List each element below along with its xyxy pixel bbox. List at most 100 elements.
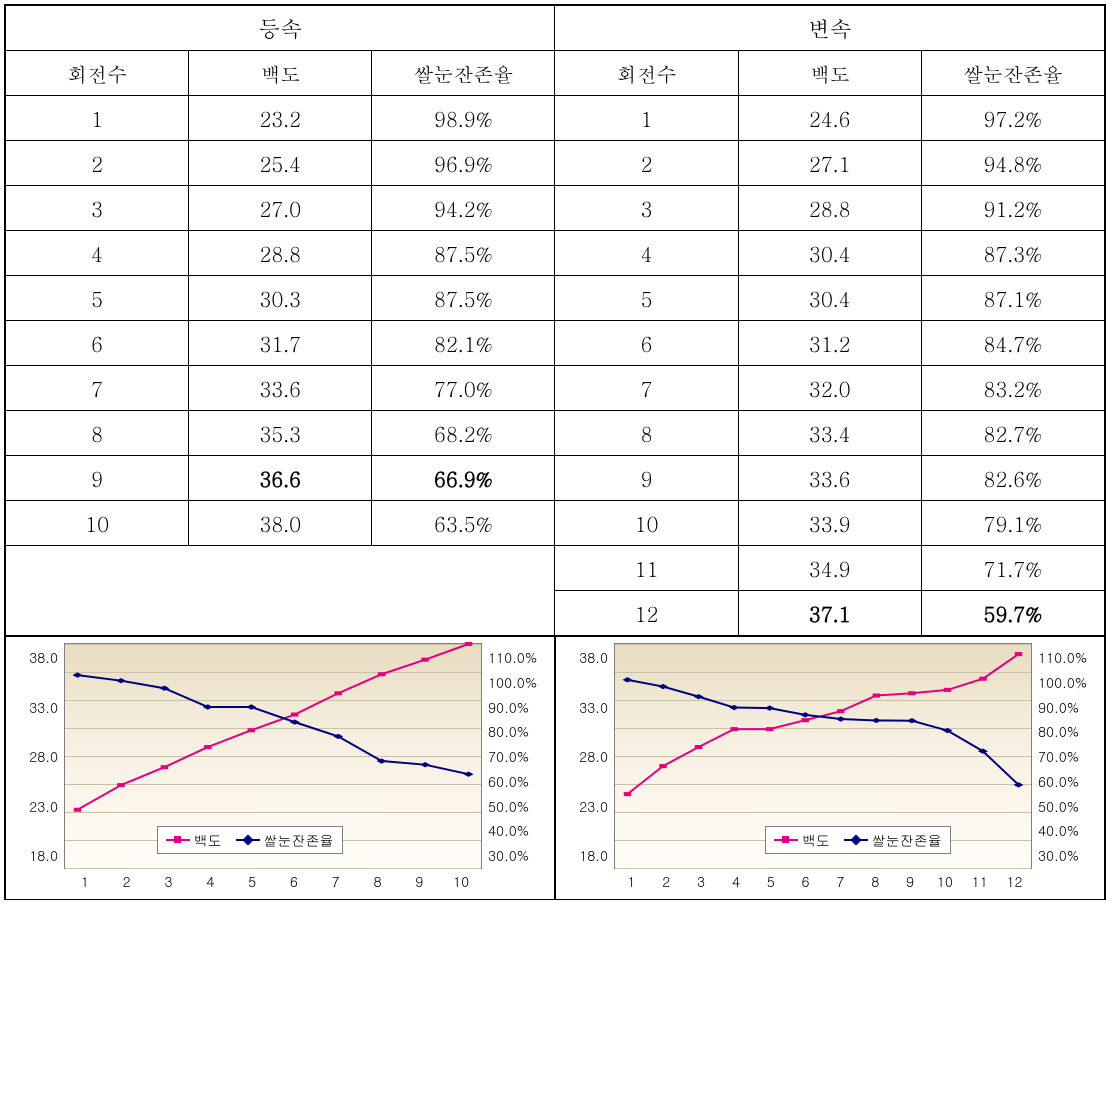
series-marker	[766, 727, 773, 731]
series-marker	[1015, 652, 1022, 656]
series-marker	[695, 745, 702, 749]
y-right-tick: 100.0%	[1038, 672, 1098, 692]
table-cell: 33.6	[738, 456, 921, 501]
series-marker	[204, 745, 211, 749]
x-tick: 1	[64, 871, 106, 891]
series-marker	[979, 677, 986, 681]
table-cell: 11	[555, 546, 738, 591]
table-cell: 8	[555, 411, 738, 456]
charts-row: 38.033.028.023.018.0백도쌀눈잔존율1234567891011…	[5, 636, 1105, 900]
table-cell: 4	[6, 231, 189, 276]
table-cell: 31.2	[738, 321, 921, 366]
table-cell: 87.1%	[921, 276, 1104, 321]
y-right-tick: 90.0%	[1038, 697, 1098, 717]
y-axis-left: 38.033.028.023.018.0	[12, 643, 64, 893]
col-retention-right: 쌀눈잔존율	[921, 51, 1104, 96]
y-left-tick: 33.0	[562, 697, 608, 717]
y-right-tick: 70.0%	[488, 746, 548, 766]
y-right-tick: 60.0%	[1038, 771, 1098, 791]
y-right-tick: 90.0%	[488, 697, 548, 717]
legend-label: 쌀눈잔존율	[872, 830, 942, 850]
series-marker	[464, 772, 474, 777]
table-cell: 5	[6, 276, 189, 321]
x-tick: 7	[315, 871, 357, 891]
col-whiteness-left: 백도	[189, 51, 372, 96]
table-cell: 34.9	[738, 546, 921, 591]
y-axis-right: 110.0%100.0%90.0%80.0%70.0%60.0%50.0%40.…	[1032, 643, 1098, 893]
empty-cell	[6, 546, 555, 636]
y-axis-right: 110.0%100.0%90.0%80.0%70.0%60.0%50.0%40.…	[482, 643, 548, 893]
table-cell: 63.5%	[372, 501, 555, 546]
table-cell: 66.9%	[372, 456, 555, 501]
chart-legend: 백도쌀눈잔존율	[765, 826, 951, 854]
table-cell: 3	[6, 186, 189, 231]
x-tick: 8	[357, 871, 399, 891]
series-marker	[421, 658, 428, 662]
x-tick: 3	[684, 871, 719, 891]
table-cell: 2	[555, 141, 738, 186]
series-marker	[465, 642, 472, 646]
x-tick: 2	[649, 871, 684, 891]
chart-left: 38.033.028.023.018.0백도쌀눈잔존율1234567891011…	[12, 643, 548, 893]
y-left-tick: 23.0	[12, 796, 58, 816]
col-rotation-left: 회전수	[6, 51, 189, 96]
table-cell: 10	[555, 501, 738, 546]
table-cell: 23.2	[189, 96, 372, 141]
y-right-tick: 80.0%	[1038, 721, 1098, 741]
legend-marker-icon	[782, 836, 789, 843]
table-cell: 77.0%	[372, 366, 555, 411]
y-right-tick: 50.0%	[488, 796, 548, 816]
x-tick: 5	[231, 871, 273, 891]
x-tick: 4	[718, 871, 753, 891]
table-cell: 82.1%	[372, 321, 555, 366]
x-tick: 10	[927, 871, 962, 891]
x-tick: 3	[148, 871, 190, 891]
x-tick: 4	[189, 871, 231, 891]
table-cell: 1	[555, 96, 738, 141]
legend-item: 쌀눈잔존율	[844, 830, 942, 850]
series-line	[627, 680, 1018, 785]
table-row: 530.387.5%530.487.1%	[6, 276, 1105, 321]
y-right-tick: 30.0%	[488, 845, 548, 865]
series-marker	[800, 712, 810, 717]
y-right-tick: 40.0%	[1038, 820, 1098, 840]
y-right-tick: 110.0%	[488, 647, 548, 667]
table-row: 327.094.2%328.891.2%	[6, 186, 1105, 231]
table-cell: 10	[6, 501, 189, 546]
y-right-tick: 100.0%	[488, 672, 548, 692]
right-section-title: 변속	[555, 6, 1105, 51]
table-cell: 25.4	[189, 141, 372, 186]
table-cell: 24.6	[738, 96, 921, 141]
series-line	[77, 675, 468, 774]
x-axis: 12345678910	[64, 869, 482, 893]
table-cell: 35.3	[189, 411, 372, 456]
plot-area: 백도쌀눈잔존율	[614, 643, 1032, 869]
y-right-tick: 40.0%	[488, 820, 548, 840]
series-marker	[659, 764, 666, 768]
y-left-tick: 28.0	[562, 746, 608, 766]
table-row: 733.677.0%732.083.2%	[6, 366, 1105, 411]
series-marker	[622, 677, 632, 682]
table-cell: 94.2%	[372, 186, 555, 231]
legend-line	[774, 839, 798, 841]
x-tick: 10	[440, 871, 482, 891]
table-cell: 1	[6, 96, 189, 141]
series-marker	[72, 672, 82, 677]
table-row: 225.496.9%227.194.8%	[6, 141, 1105, 186]
table-cell: 32.0	[738, 366, 921, 411]
y-axis-left: 38.033.028.023.018.0	[562, 643, 614, 893]
x-tick: 2	[106, 871, 148, 891]
chart-right: 38.033.028.023.018.0백도쌀눈잔존율1234567891011…	[562, 643, 1098, 893]
series-marker	[1014, 782, 1024, 787]
table-cell: 5	[555, 276, 738, 321]
chart-left-cell: 38.033.028.023.018.0백도쌀눈잔존율1234567891011…	[5, 636, 555, 900]
col-rotation-right: 회전수	[555, 51, 738, 96]
table-cell: 2	[6, 141, 189, 186]
table-cell: 7	[6, 366, 189, 411]
y-right-tick: 70.0%	[1038, 746, 1098, 766]
legend-marker-icon	[850, 834, 861, 845]
data-table: 등속 변속 회전수 백도 쌀눈잔존율 회전수 백도 쌀눈잔존율 123.298.…	[5, 5, 1105, 636]
legend-label: 쌀눈잔존율	[264, 830, 334, 850]
table-row: 123.298.9%124.697.2%	[6, 96, 1105, 141]
y-right-tick: 110.0%	[1038, 647, 1098, 667]
